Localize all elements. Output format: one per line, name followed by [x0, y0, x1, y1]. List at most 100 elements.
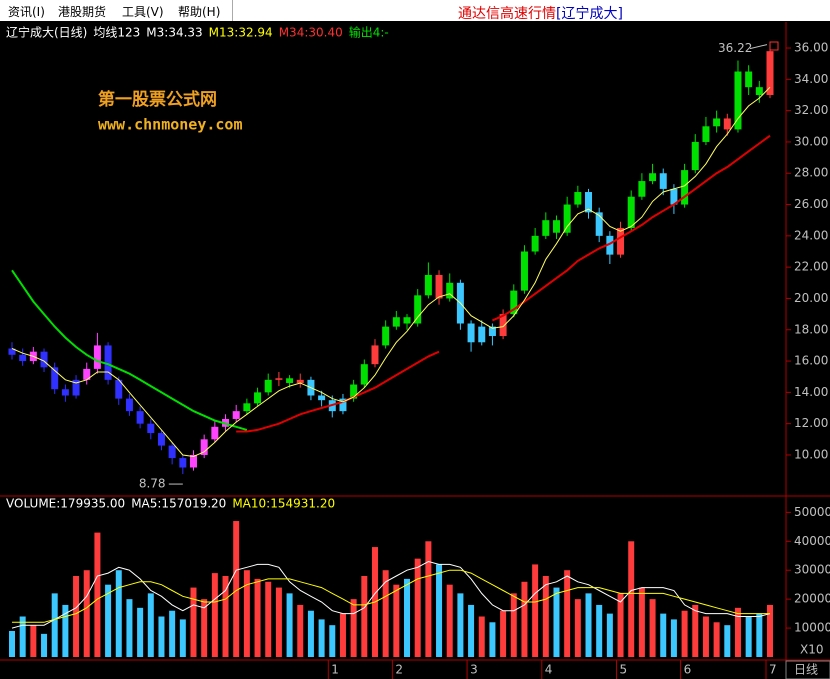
candle-body — [168, 445, 176, 459]
candle-body — [702, 126, 710, 142]
candle-body — [232, 411, 240, 419]
volume-bar — [265, 581, 272, 657]
volume-bar — [297, 604, 304, 657]
candle-body — [318, 395, 326, 401]
app-title: 通达信高速行情 — [458, 6, 556, 22]
volume-bar — [190, 587, 197, 657]
volume-bar — [521, 581, 528, 657]
candle-body — [104, 345, 112, 380]
candle-body — [125, 398, 133, 412]
volume-bar — [329, 625, 336, 657]
high-arrow — [749, 44, 768, 50]
volume-bar — [382, 570, 389, 657]
volume-bar — [489, 622, 496, 657]
pane-title: VOLUME:179935.00 — [6, 497, 125, 511]
candle-body — [339, 398, 347, 412]
y-tick-label: 24.00 — [794, 228, 828, 242]
y-tick-label: 16.00 — [794, 354, 828, 368]
volume-bar — [596, 604, 603, 657]
y-tick-label: 20.00 — [794, 291, 828, 305]
volume-bar — [158, 616, 165, 657]
volume-bar — [137, 607, 144, 657]
x-tick-label: 2 — [395, 663, 403, 677]
volume-bar — [414, 558, 421, 657]
volume-bar — [169, 610, 176, 657]
volume-bar — [585, 593, 592, 657]
ma-line — [12, 569, 770, 623]
volume-bar — [617, 593, 624, 657]
candle-body — [478, 326, 486, 343]
watermark-url: www.chnmoney.com — [98, 116, 243, 134]
pane-title: 辽宁成大(日线) — [6, 25, 87, 40]
volume-bar — [404, 578, 411, 657]
candle-body — [649, 173, 657, 182]
volume-bar — [734, 607, 741, 657]
y-tick-label: 30000 — [794, 563, 830, 577]
candle-body — [414, 295, 422, 324]
corner-box[interactable] — [769, 41, 779, 51]
candle-body — [264, 379, 272, 393]
volume-bar — [457, 593, 464, 657]
candle-body — [585, 192, 593, 213]
candle-body — [61, 389, 69, 396]
volume-bar — [670, 619, 677, 657]
menu-item[interactable]: 资讯(I) — [8, 5, 45, 19]
candle-body — [93, 345, 101, 369]
candle-body — [691, 141, 699, 171]
volume-bar — [468, 604, 475, 657]
volume-bar — [94, 532, 101, 657]
candle-body — [563, 204, 571, 233]
x-tick-label: 3 — [470, 663, 478, 677]
ma-line — [11, 560, 771, 629]
ma-line — [491, 134, 771, 322]
volume-bar — [542, 576, 549, 657]
candle-body — [446, 282, 454, 299]
candle-body — [403, 317, 411, 324]
candle-body — [510, 290, 518, 315]
volume-bar — [339, 613, 346, 657]
candle-body — [723, 118, 731, 130]
high-label: 36.22 — [718, 41, 752, 55]
menu-item[interactable]: 工具(V) — [122, 5, 164, 19]
candle-body — [424, 274, 432, 296]
candle-body — [499, 314, 507, 337]
volume-bar — [553, 587, 560, 657]
candle-body — [713, 118, 721, 127]
period-tab[interactable] — [785, 660, 830, 679]
candle-body — [19, 354, 27, 362]
y-tick-label: 40000 — [794, 534, 830, 548]
volume-bar — [19, 616, 26, 657]
volume-bar — [393, 584, 400, 657]
menu-item[interactable]: 帮助(H) — [178, 5, 221, 19]
candle-body — [552, 220, 560, 233]
volume-bar — [254, 578, 261, 657]
y-tick-label: 36.00 — [794, 41, 828, 55]
candle-body — [435, 274, 443, 299]
y-tick-label: 10000 — [794, 621, 830, 635]
candle-body — [542, 220, 550, 236]
ma-line — [11, 269, 248, 431]
volume-bar — [9, 630, 15, 657]
y-tick-label: 32.00 — [794, 103, 828, 117]
y-tick-label: 10.00 — [794, 447, 828, 461]
menu-bar: 资讯(I) 港股期货 工具(V) 帮助(H) 通达信高速行情 [辽宁成大] — [0, 0, 830, 22]
candle-body — [286, 378, 294, 383]
menu-item[interactable]: 港股期货 — [58, 5, 107, 19]
candle-body — [531, 235, 539, 252]
watermark-name: 第一股票公式网 — [98, 89, 217, 110]
volume-bar — [767, 604, 773, 657]
y-tick-label: 18.00 — [794, 322, 828, 336]
volume-bar — [756, 613, 763, 657]
volume-bar — [222, 576, 229, 657]
indicator-label: 输出4:- — [349, 25, 389, 40]
volume-bar — [318, 619, 325, 657]
candle-body — [617, 228, 625, 255]
volume-bar — [702, 616, 709, 657]
candle-body — [467, 323, 475, 343]
volume-bar — [41, 633, 48, 657]
candle-body — [574, 192, 582, 205]
volume-bar — [147, 593, 154, 657]
volume-bar — [532, 564, 539, 657]
volume-bar — [500, 610, 507, 657]
candle-body — [254, 392, 262, 404]
